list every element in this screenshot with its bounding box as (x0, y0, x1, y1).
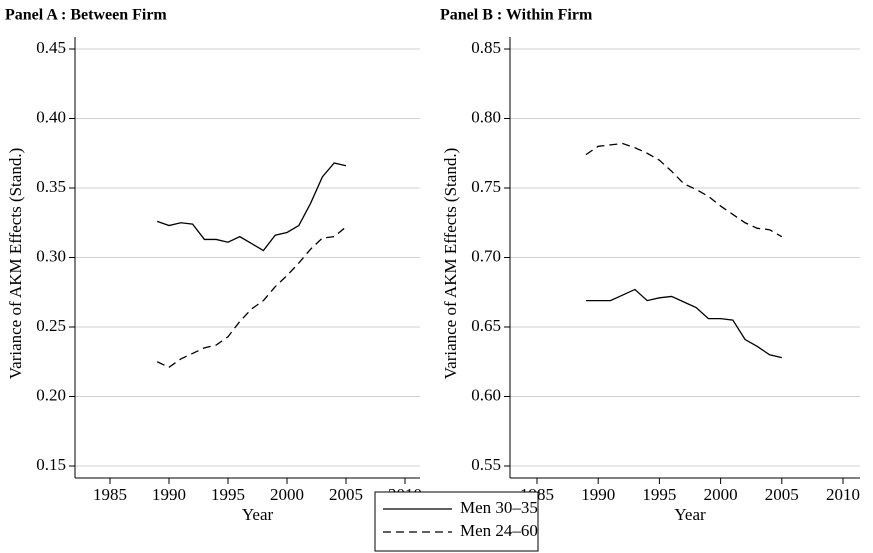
panel-title: Panel B : Within Firm (440, 7, 593, 24)
y-tick-label: 0.55 (471, 455, 501, 474)
x-axis-label: Year (242, 505, 274, 524)
x-tick-label: 2005 (765, 485, 799, 504)
y-tick-label: 0.70 (471, 246, 501, 265)
x-tick-label: 1995 (642, 485, 676, 504)
y-tick-label: 0.40 (36, 107, 66, 126)
legend-box (374, 491, 539, 552)
y-tick-label: 0.85 (471, 38, 501, 57)
y-tick-label: 0.35 (36, 177, 66, 196)
x-tick-label: 2000 (704, 485, 738, 504)
x-tick-label: 1995 (211, 485, 245, 504)
series-line (156, 162, 347, 252)
y-tick-label: 0.15 (36, 455, 66, 474)
series-line (585, 142, 783, 238)
y-axis-label: Variance of AKM Effects (Stand.) (441, 148, 460, 379)
y-axis-label: Variance of AKM Effects (Stand.) (6, 148, 25, 379)
legend-label: Men 30–35 (460, 498, 538, 517)
x-tick-label: 1990 (152, 485, 186, 504)
y-tick-label: 0.20 (36, 385, 66, 404)
series-line (585, 288, 782, 359)
legend-label: Men 24–60 (460, 521, 538, 540)
y-tick-label: 0.25 (36, 316, 66, 335)
y-tick-label: 0.75 (471, 177, 501, 196)
x-tick-label: 1985 (93, 485, 127, 504)
y-tick-label: 0.45 (36, 38, 66, 57)
x-tick-label: 2000 (270, 485, 304, 504)
y-tick-label: 0.65 (471, 316, 501, 335)
x-tick-label: 1990 (581, 485, 615, 504)
y-tick-label: 0.60 (471, 385, 501, 404)
x-axis-label: Year (674, 505, 706, 524)
y-tick-label: 0.30 (36, 246, 66, 265)
series-line (156, 226, 347, 369)
x-tick-label: 2010 (826, 485, 860, 504)
panel-title: Panel A : Between Firm (5, 7, 167, 24)
y-tick-label: 0.80 (471, 107, 501, 126)
x-tick-label: 2005 (329, 485, 363, 504)
